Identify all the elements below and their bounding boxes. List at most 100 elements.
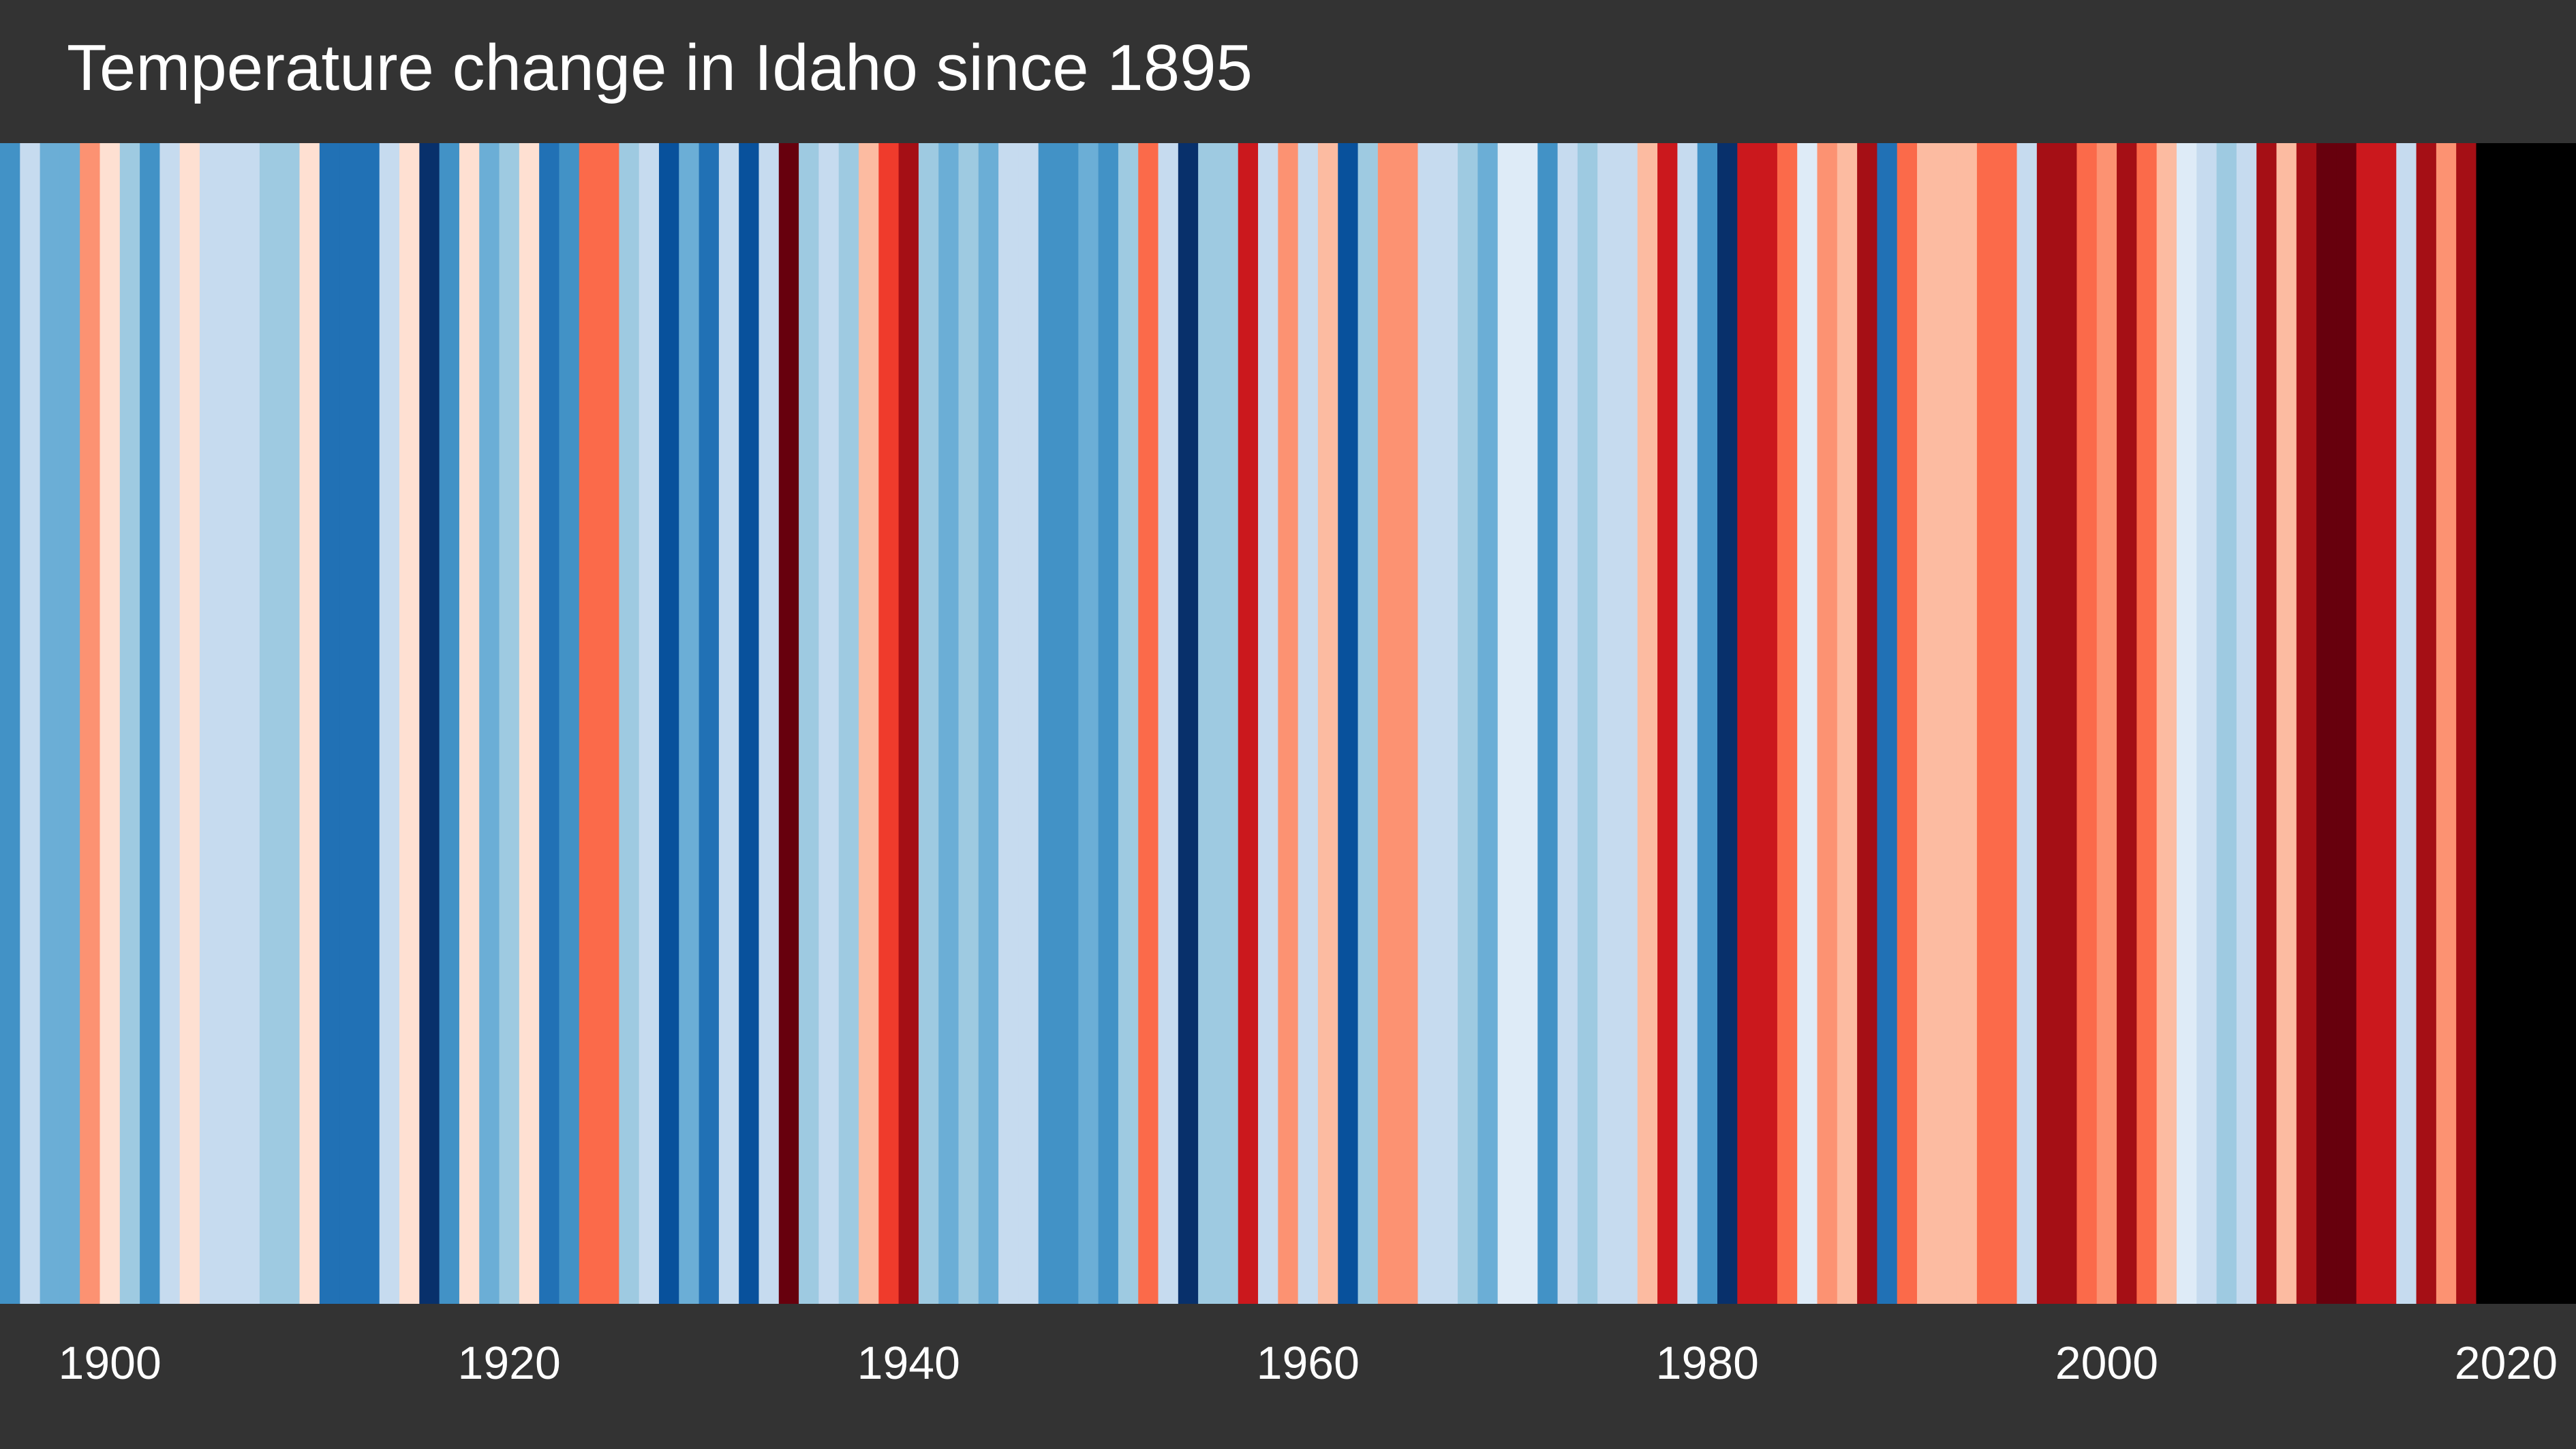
stripe-1925	[599, 143, 619, 1304]
stripe-2015	[2396, 143, 2417, 1304]
stripe-2002	[2136, 143, 2158, 1304]
x-tick-label: 1920	[458, 1337, 561, 1389]
stripe-1929	[679, 143, 700, 1304]
chart-title: Temperature change in Idaho since 1895	[67, 31, 1253, 104]
stripe-1930	[699, 143, 720, 1304]
stripe-1905	[200, 143, 220, 1304]
stripe-1941	[918, 143, 939, 1304]
stripe-2021	[2516, 143, 2536, 1304]
stripe-2004	[2176, 143, 2197, 1304]
stripe-2022	[2536, 143, 2557, 1304]
stripe-1982	[1737, 143, 1758, 1304]
stripe-1931	[718, 143, 739, 1304]
stripe-1904	[179, 143, 200, 1304]
stripe-1935	[799, 143, 819, 1304]
stripe-1981	[1717, 143, 1738, 1304]
stripe-2018	[2456, 143, 2477, 1304]
x-tick-label: 2020	[2455, 1337, 2558, 1389]
stripe-2013	[2356, 143, 2377, 1304]
stripe-1994	[1976, 143, 1997, 1304]
stripe-1918	[459, 143, 480, 1304]
stripe-1976	[1617, 143, 1638, 1304]
stripe-1898	[59, 143, 80, 1304]
stripe-1992	[1937, 143, 1958, 1304]
stripe-1928	[658, 143, 679, 1304]
stripe-1953	[1158, 143, 1179, 1304]
stripe-1993	[1957, 143, 1978, 1304]
stripe-1932	[739, 143, 760, 1304]
stripe-1974	[1577, 143, 1598, 1304]
stripe-1987	[1837, 143, 1858, 1304]
stripe-2007	[2236, 143, 2257, 1304]
x-tick-label: 1940	[857, 1337, 960, 1389]
stripe-1915	[399, 143, 420, 1304]
stripe-1964	[1377, 143, 1398, 1304]
stripe-1955	[1198, 143, 1219, 1304]
stripe-2005	[2196, 143, 2218, 1304]
stripe-2009	[2276, 143, 2297, 1304]
stripe-1969	[1477, 143, 1499, 1304]
stripe-2023	[2556, 143, 2576, 1304]
stripe-1998	[2057, 143, 2078, 1304]
stripe-1917	[439, 143, 460, 1304]
stripe-1990	[1897, 143, 1918, 1304]
stripe-1963	[1358, 143, 1379, 1304]
stripe-1900	[99, 143, 121, 1304]
stripe-1972	[1537, 143, 1559, 1304]
stripe-1968	[1458, 143, 1478, 1304]
stripe-1965	[1398, 143, 1419, 1304]
stripe-1949	[1078, 143, 1099, 1304]
stripe-1970	[1497, 143, 1518, 1304]
stripe-1958	[1258, 143, 1278, 1304]
stripe-1985	[1797, 143, 1818, 1304]
stripe-1957	[1238, 143, 1259, 1304]
stripe-1934	[778, 143, 799, 1304]
stripe-1924	[579, 143, 600, 1304]
stripe-1909	[279, 143, 301, 1304]
stripe-1950	[1098, 143, 1119, 1304]
stripe-1971	[1517, 143, 1538, 1304]
stripe-1940	[898, 143, 919, 1304]
stripe-1922	[539, 143, 560, 1304]
stripe-2019	[2476, 143, 2497, 1304]
stripe-1902	[140, 143, 161, 1304]
stripe-2011	[2316, 143, 2337, 1304]
stripe-1989	[1877, 143, 1898, 1304]
stripe-1959	[1278, 143, 1299, 1304]
stripe-1920	[499, 143, 520, 1304]
stripe-1948	[1058, 143, 1079, 1304]
stripe-1986	[1817, 143, 1838, 1304]
stripe-1936	[818, 143, 840, 1304]
x-axis-ticks: 1900 1920 1940 1960 1980 2000 2020	[59, 1337, 2558, 1389]
stripe-1961	[1317, 143, 1338, 1304]
stripe-1973	[1557, 143, 1578, 1304]
x-tick-label: 1980	[1656, 1337, 1759, 1389]
stripe-2000	[2096, 143, 2117, 1304]
stripe-1999	[2076, 143, 2098, 1304]
stripe-1951	[1118, 143, 1139, 1304]
stripe-1907	[239, 143, 260, 1304]
stripe-2001	[2117, 143, 2137, 1304]
stripe-1996	[2017, 143, 2038, 1304]
x-tick-label: 1900	[59, 1337, 162, 1389]
stripe-1942	[938, 143, 960, 1304]
stripe-1939	[878, 143, 900, 1304]
stripe-1921	[519, 143, 540, 1304]
stripe-1908	[259, 143, 280, 1304]
stripe-1897	[40, 143, 61, 1304]
x-tick-label: 2000	[2055, 1337, 2158, 1389]
stripe-1946	[1018, 143, 1039, 1304]
stripe-2012	[2336, 143, 2357, 1304]
stripe-1947	[1038, 143, 1059, 1304]
stripe-2016	[2416, 143, 2437, 1304]
stripe-1910	[299, 143, 320, 1304]
stripe-1978	[1657, 143, 1678, 1304]
stripe-1927	[639, 143, 660, 1304]
stripe-1960	[1298, 143, 1319, 1304]
stripe-1966	[1417, 143, 1439, 1304]
stripe-1975	[1597, 143, 1619, 1304]
stripe-1995	[1997, 143, 2018, 1304]
stripe-1991	[1917, 143, 1937, 1304]
